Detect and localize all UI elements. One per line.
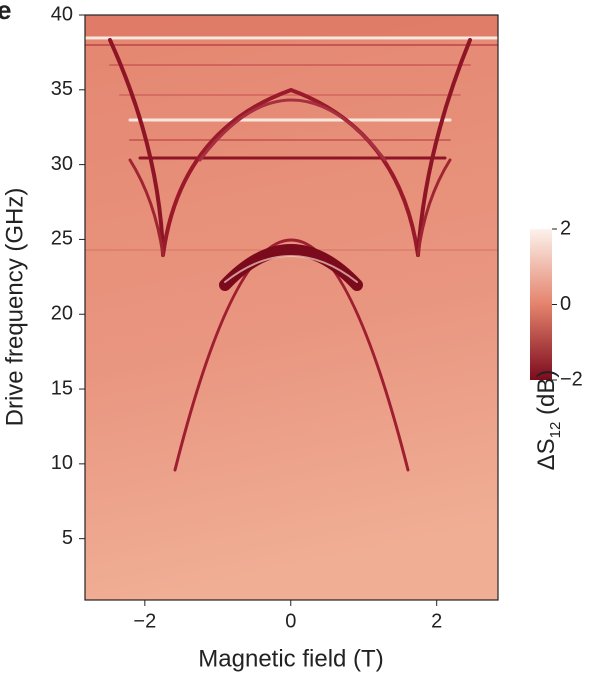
panel-label: e — [0, 0, 11, 25]
y-tick-label: 30 — [51, 153, 73, 175]
colorbar-label-main: ΔS — [533, 438, 560, 470]
colorbar-tick-label: −2 — [560, 368, 583, 390]
x-tick-label: −2 — [133, 610, 156, 632]
colorbar-label: ΔS12 (dB) — [533, 370, 564, 471]
y-tick-label: 25 — [51, 228, 73, 250]
y-tick-label: 15 — [51, 377, 73, 399]
x-tick-label: 2 — [431, 610, 442, 632]
plot-frame — [84, 14, 499, 601]
colorbar-tick-label: 0 — [560, 293, 571, 315]
y-tick-label: 5 — [62, 527, 73, 549]
colorbar-label-unit: (dB) — [533, 370, 560, 422]
y-tick-label: 20 — [51, 303, 73, 325]
y-tick-label: 40 — [51, 3, 73, 25]
heatmap — [85, 15, 498, 600]
x-tick-label: 0 — [285, 610, 296, 632]
colorbar — [530, 229, 552, 380]
y-axis-label: Drive frequency (GHz) — [1, 188, 28, 427]
x-axis-label: Magnetic field (T) — [198, 645, 383, 672]
y-tick-label: 35 — [51, 78, 73, 100]
y-tick-label: 10 — [51, 452, 73, 474]
colorbar-label-sub: 12 — [547, 422, 564, 439]
colorbar-tick-label: 2 — [560, 217, 571, 239]
